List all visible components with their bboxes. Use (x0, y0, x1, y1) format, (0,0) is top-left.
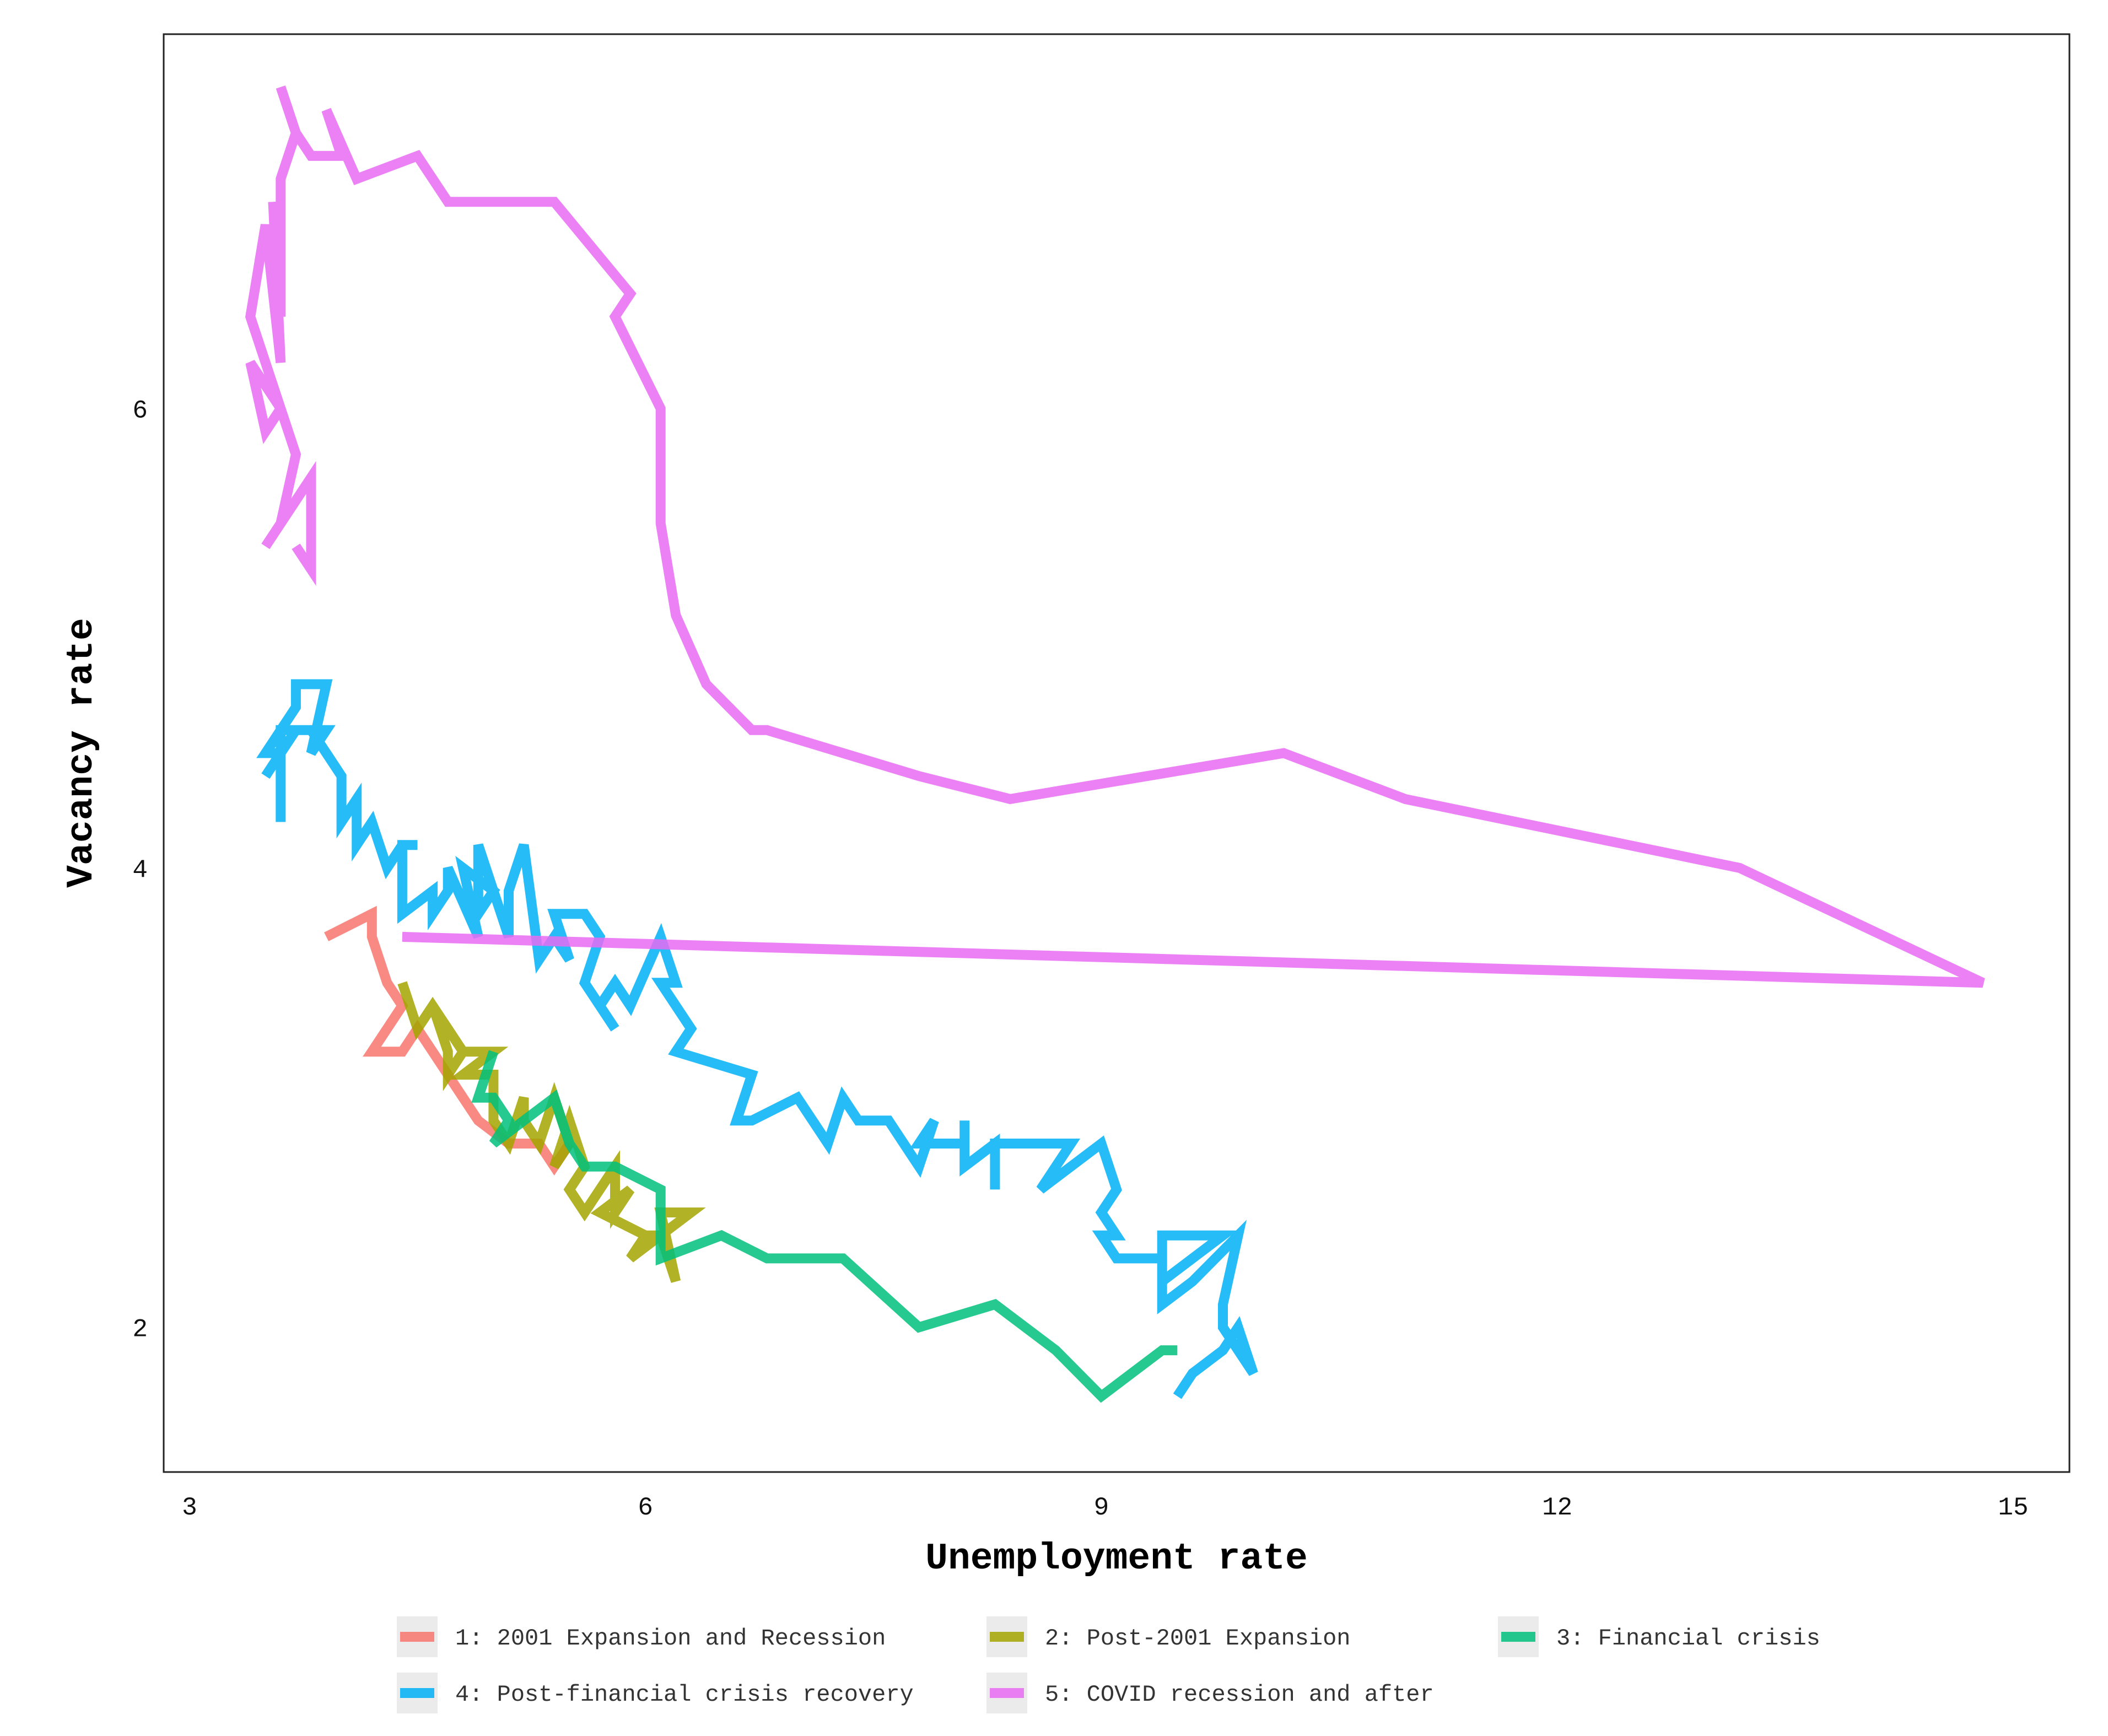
y-tick-label: 2 (132, 1315, 148, 1344)
legend: 1: 2001 Expansion and Recession 2: Post-2… (397, 1616, 1820, 1713)
legend-label: 3: Financial crisis (1556, 1625, 1820, 1652)
series-line-2 (397, 981, 706, 1283)
y-tick-label: 6 (132, 396, 148, 425)
x-tick-label: 3 (182, 1494, 197, 1522)
y-tick-label: 4 (132, 856, 148, 885)
legend-label: 5: COVID recession and after (1045, 1681, 1434, 1708)
x-tick-label: 6 (638, 1494, 653, 1522)
series-line-1 (324, 905, 574, 1176)
plot-panel-border (163, 33, 2071, 1473)
series-line-5 (245, 85, 1985, 988)
y-axis-title: Vacancy rate (61, 618, 103, 888)
x-axis-ticks: 3 6 9 12 15 (182, 1494, 2029, 1522)
x-tick-label: 15 (1998, 1494, 2028, 1522)
legend-label: 2: Post-2001 Expansion (1045, 1625, 1351, 1652)
x-axis-title: Unemployment rate (925, 1538, 1308, 1580)
plot-lines (245, 85, 1985, 1403)
series-line-3 (471, 1050, 1178, 1403)
y-axis-ticks: 2 4 6 (132, 396, 148, 1344)
x-tick-label: 9 (1094, 1494, 1109, 1522)
legend-label: 1: 2001 Expansion and Recession (455, 1625, 886, 1652)
legend-label: 4: Post-financial crisis recovery (455, 1681, 914, 1708)
series-line-4 (256, 679, 1258, 1399)
x-tick-label: 12 (1542, 1494, 1572, 1522)
